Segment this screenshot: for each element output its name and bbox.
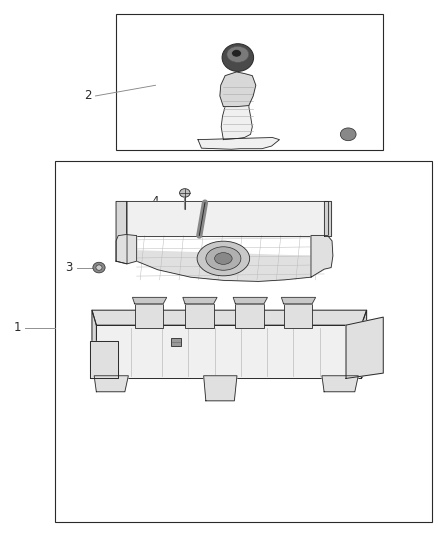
Bar xyxy=(185,304,214,328)
Ellipse shape xyxy=(93,262,105,273)
Polygon shape xyxy=(311,236,333,277)
Polygon shape xyxy=(281,297,315,304)
Polygon shape xyxy=(132,297,166,304)
Ellipse shape xyxy=(96,265,102,270)
Polygon shape xyxy=(220,72,256,107)
Polygon shape xyxy=(126,201,328,238)
Polygon shape xyxy=(322,376,358,392)
Polygon shape xyxy=(361,310,367,378)
Ellipse shape xyxy=(197,241,250,276)
Polygon shape xyxy=(346,317,383,378)
Polygon shape xyxy=(116,201,127,264)
Ellipse shape xyxy=(206,247,241,270)
Bar xyxy=(236,304,264,328)
Text: 4: 4 xyxy=(152,195,159,208)
Text: 7: 7 xyxy=(315,325,323,338)
Bar xyxy=(135,304,163,328)
Bar xyxy=(171,338,181,346)
Ellipse shape xyxy=(180,189,190,197)
Polygon shape xyxy=(183,297,217,304)
Text: 6: 6 xyxy=(145,336,153,349)
Text: 2: 2 xyxy=(84,90,92,102)
Polygon shape xyxy=(126,201,328,236)
Polygon shape xyxy=(198,138,279,149)
Polygon shape xyxy=(116,235,137,264)
Ellipse shape xyxy=(232,50,241,57)
Polygon shape xyxy=(92,310,96,378)
Text: 5: 5 xyxy=(257,219,264,231)
Ellipse shape xyxy=(227,46,249,62)
Polygon shape xyxy=(90,341,118,378)
Polygon shape xyxy=(126,251,328,281)
Polygon shape xyxy=(324,201,331,236)
Ellipse shape xyxy=(222,44,254,71)
Polygon shape xyxy=(233,297,267,304)
Ellipse shape xyxy=(340,128,356,141)
Text: 1: 1 xyxy=(14,321,21,334)
Polygon shape xyxy=(92,310,367,325)
Ellipse shape xyxy=(215,253,232,264)
Polygon shape xyxy=(204,376,237,401)
Polygon shape xyxy=(221,83,254,140)
Polygon shape xyxy=(96,325,361,378)
Polygon shape xyxy=(94,376,128,392)
Text: 3: 3 xyxy=(66,261,73,274)
Bar xyxy=(55,161,432,522)
Bar xyxy=(284,304,312,328)
Bar xyxy=(116,14,383,150)
